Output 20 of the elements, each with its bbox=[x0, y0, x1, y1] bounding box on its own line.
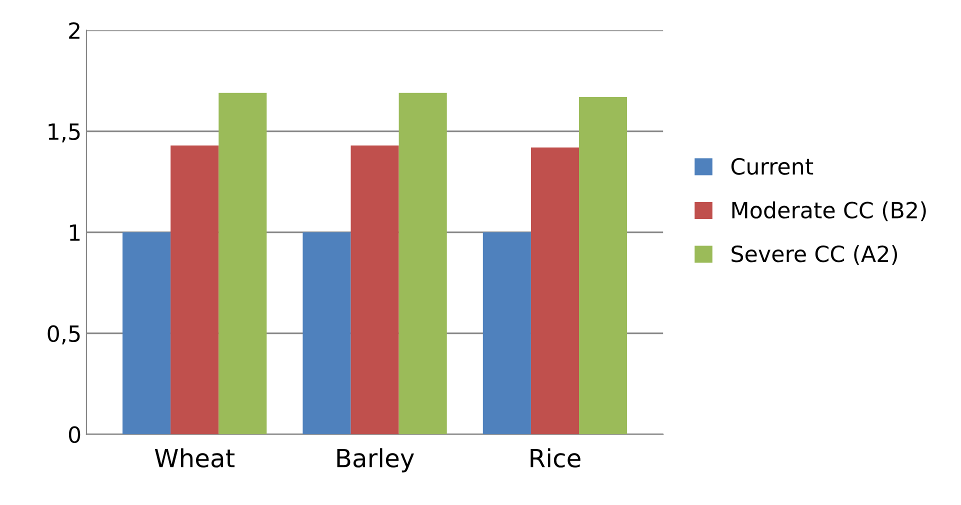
bar bbox=[218, 92, 267, 434]
y-tick-label: 1 bbox=[70, 224, 80, 241]
bar bbox=[302, 232, 351, 434]
legend-label: Current bbox=[731, 158, 814, 175]
bar bbox=[170, 145, 219, 434]
y-tick-label: 0 bbox=[68, 426, 80, 444]
bar bbox=[122, 232, 171, 434]
legend-label: Moderate CC (B2) bbox=[732, 201, 926, 222]
bar bbox=[398, 92, 447, 434]
y-tick-label: 1,5 bbox=[48, 124, 80, 142]
x-tick-label: Barley bbox=[337, 448, 414, 472]
x-tick-label: Rice bbox=[530, 448, 580, 468]
bar bbox=[530, 147, 580, 434]
bar bbox=[482, 232, 531, 434]
legend-label: Severe CC (A2) bbox=[732, 245, 898, 265]
bar bbox=[350, 145, 399, 434]
y-tick-label: 2 bbox=[69, 22, 80, 39]
bar bbox=[579, 96, 628, 434]
y-tick-label: 0,5 bbox=[48, 325, 80, 344]
x-tick-label: Wheat bbox=[154, 448, 235, 468]
